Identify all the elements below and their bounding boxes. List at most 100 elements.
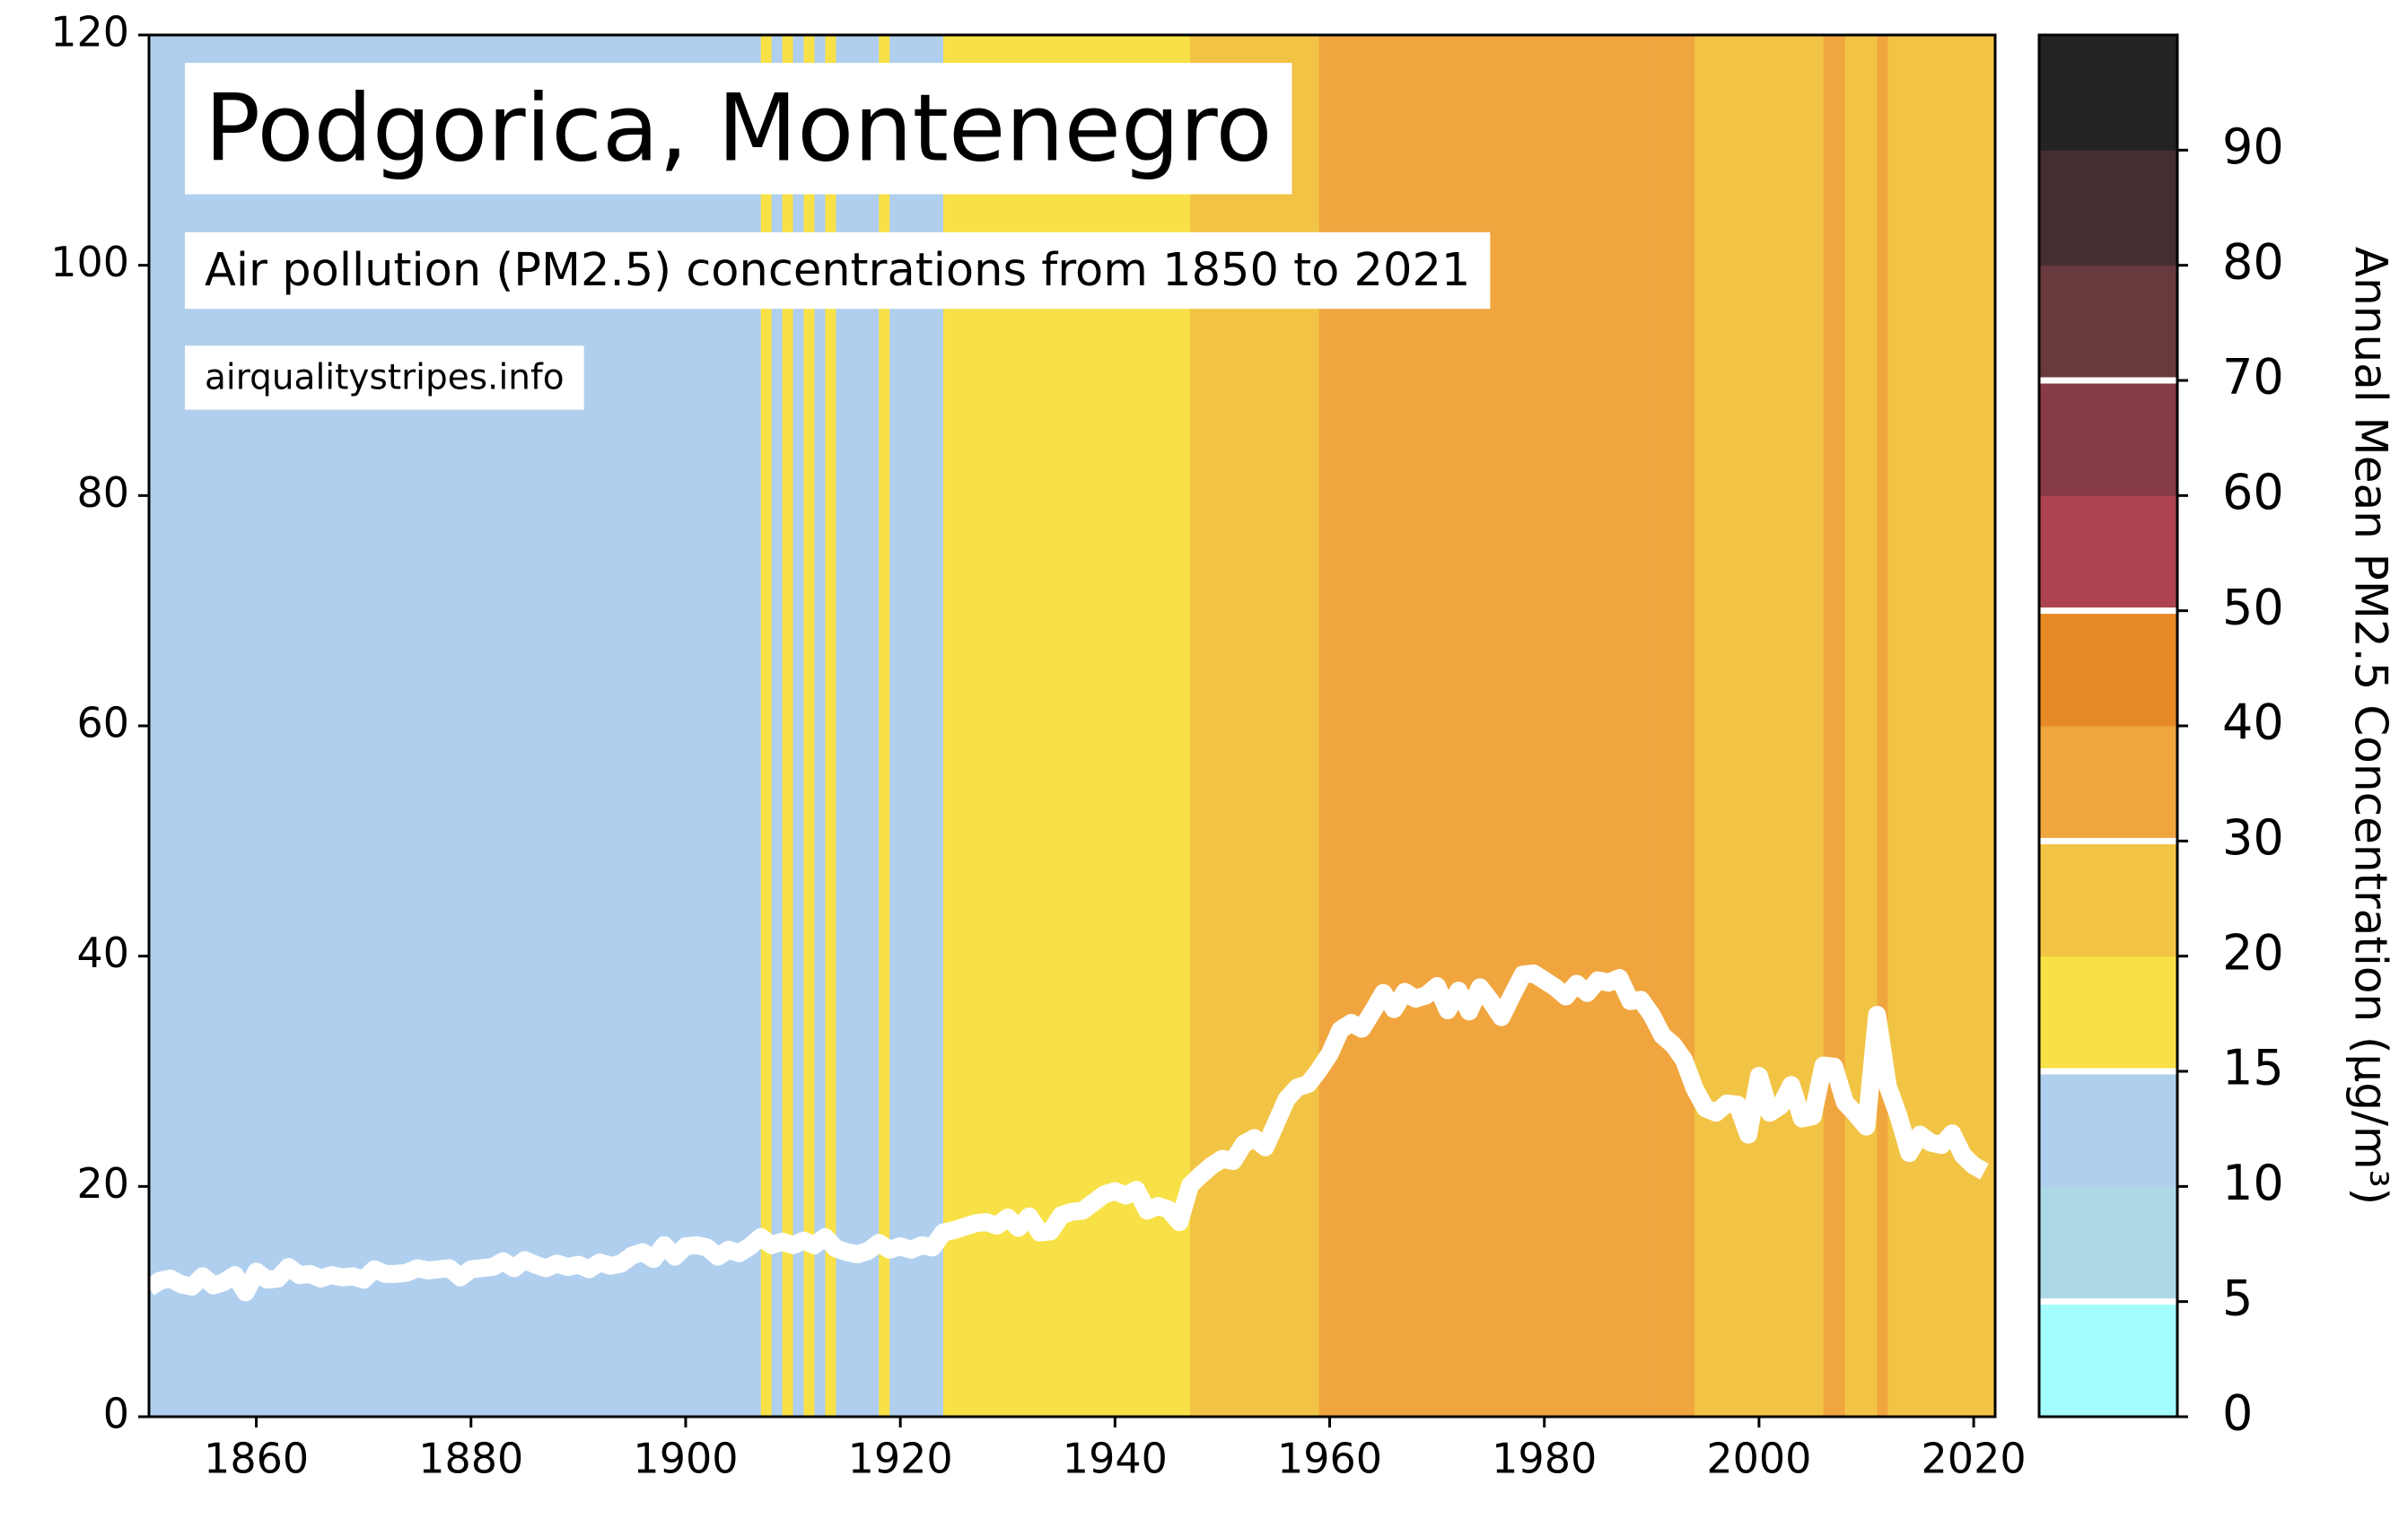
stripe (1576, 35, 1589, 1417)
stripe (1823, 35, 1835, 1417)
stripe (1072, 35, 1084, 1417)
stripe (953, 35, 966, 1417)
stripe (675, 35, 687, 1417)
stripe (1812, 35, 1825, 1417)
stripe (706, 35, 719, 1417)
y-tick-label: 100 (50, 238, 129, 286)
stripe (1190, 35, 1202, 1417)
stripe (1974, 35, 1985, 1417)
colorbar-segment (2039, 495, 2177, 612)
colorbar-tick-label: 70 (2222, 349, 2284, 406)
stripe (1136, 35, 1148, 1417)
stripe (1877, 35, 1889, 1417)
stripe (1501, 35, 1513, 1417)
stripe (1855, 35, 1868, 1417)
stripe (1351, 35, 1363, 1417)
stripe (170, 35, 182, 1417)
stripe (1834, 35, 1846, 1417)
stripe (1598, 35, 1610, 1417)
stripe (1898, 35, 1910, 1417)
stripe (1651, 35, 1663, 1417)
stripe (1458, 35, 1470, 1417)
colorbar-segment (2039, 1071, 2177, 1187)
stripe (825, 35, 836, 1417)
stripe (1920, 35, 1931, 1417)
colorbar-segment (2039, 35, 2177, 151)
stripe (1866, 35, 1878, 1417)
stripe (1479, 35, 1492, 1417)
stripe (749, 35, 762, 1417)
pm25-line (144, 964, 1989, 1302)
stripe (975, 35, 987, 1417)
stripe (1619, 35, 1631, 1417)
colorbar-tick-label: 20 (2222, 924, 2284, 981)
chart-title: Podgorica, Montenegro (205, 74, 1272, 182)
stripe (1362, 35, 1373, 1417)
x-tick-label: 1960 (1277, 1435, 1382, 1483)
stripe (1791, 35, 1803, 1417)
stripe (1007, 35, 1020, 1417)
stripe (1941, 35, 1953, 1417)
stripe (1383, 35, 1395, 1417)
colorbar-segment (2039, 956, 2177, 1072)
stripe (159, 35, 171, 1417)
y-tick-label: 40 (76, 929, 129, 977)
stripe (922, 35, 933, 1417)
stripe (1716, 35, 1728, 1417)
stripe (1769, 35, 1782, 1417)
colorbar-tick-label: 80 (2222, 233, 2284, 290)
y-tick-label: 60 (76, 699, 129, 747)
x-tick-label: 1940 (1063, 1435, 1168, 1483)
stripe (1061, 35, 1073, 1417)
stripe (1694, 35, 1706, 1417)
x-tick-label: 1860 (204, 1435, 309, 1483)
colorbar-segment (2039, 726, 2177, 842)
stripe (1147, 35, 1159, 1417)
colorbar-tick-label: 50 (2222, 579, 2284, 635)
stripe (1179, 35, 1191, 1417)
stripe (1511, 35, 1524, 1417)
stripe (1801, 35, 1814, 1417)
stripe (1232, 35, 1245, 1417)
stripe (1437, 35, 1449, 1417)
stripe (1758, 35, 1771, 1417)
stripe (1673, 35, 1685, 1417)
stripe (985, 35, 998, 1417)
colorbar-tick-label: 0 (2222, 1385, 2253, 1442)
stripe (1222, 35, 1234, 1417)
stripe (879, 35, 890, 1417)
stripe (1394, 35, 1405, 1417)
x-tick-label: 1980 (1492, 1435, 1597, 1483)
stripe (803, 35, 816, 1417)
chart-subtitle-box (185, 231, 1491, 310)
stripe (1201, 35, 1213, 1417)
y-tick-label: 0 (103, 1390, 129, 1438)
stripe (600, 35, 611, 1417)
stripe (996, 35, 1009, 1417)
stripe (1018, 35, 1030, 1417)
stripe (1684, 35, 1695, 1417)
stripe (1727, 35, 1738, 1417)
colorbar-segment (2039, 380, 2177, 496)
stripe (1211, 35, 1223, 1417)
stripe (1415, 35, 1427, 1417)
stripe (1286, 35, 1299, 1417)
stripe (653, 35, 665, 1417)
chart-source: airqualitystripes.info (205, 358, 565, 398)
colorbar-tick-label: 10 (2222, 1155, 2284, 1211)
x-tick-label: 1920 (848, 1435, 953, 1483)
x-tick-label: 1900 (633, 1435, 738, 1483)
stripe (1963, 35, 1975, 1417)
y-tick-label: 20 (76, 1159, 129, 1208)
stripe (1082, 35, 1095, 1417)
colorbar-segment (2039, 1301, 2177, 1418)
stripe (771, 35, 784, 1417)
colorbar-tick-label: 40 (2222, 694, 2284, 751)
stripe (1372, 35, 1384, 1417)
stripe (1608, 35, 1621, 1417)
stripe (1544, 35, 1556, 1417)
stripe (1039, 35, 1052, 1417)
x-tick-label: 2000 (1706, 1435, 1811, 1483)
stripe (1554, 35, 1567, 1417)
stripe (1125, 35, 1137, 1417)
